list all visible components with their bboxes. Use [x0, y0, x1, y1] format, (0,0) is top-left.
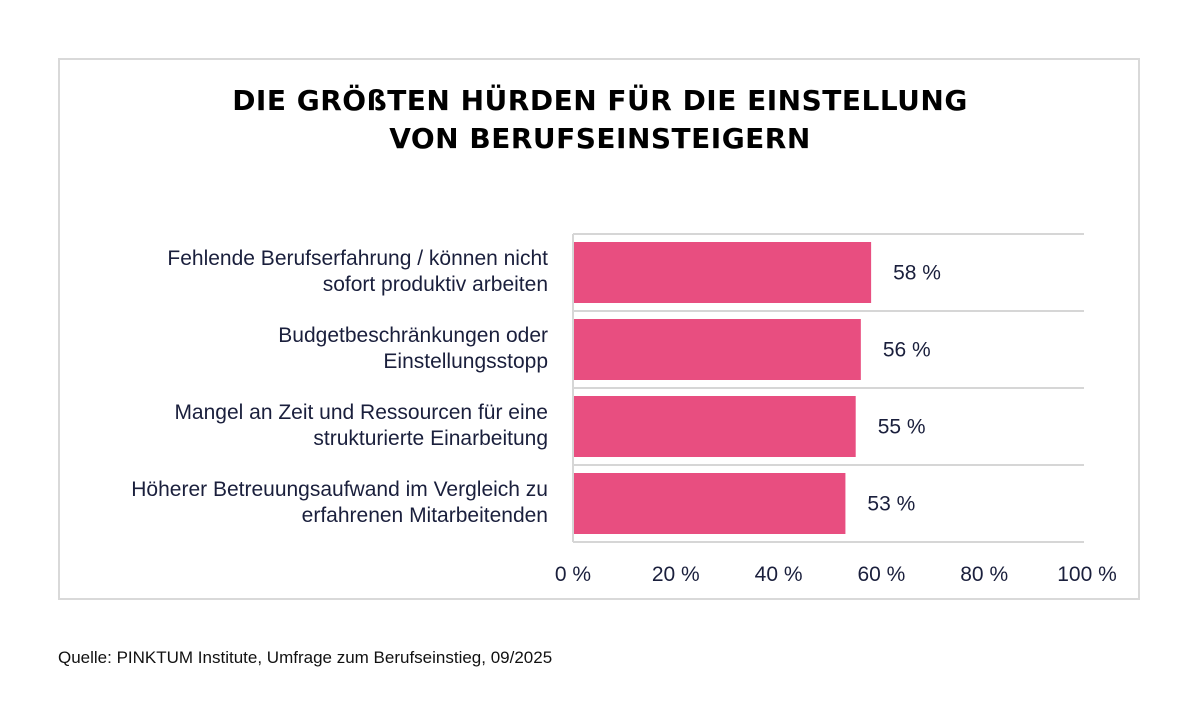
- title-line-1: DIE GRÖßTEN HÜRDEN FÜR DIE EINSTELLUNG: [232, 84, 968, 117]
- bar: [574, 473, 846, 534]
- category-label-line: Mangel an Zeit und Ressourcen für eine: [174, 401, 548, 424]
- value-label: 56 %: [883, 339, 931, 362]
- category-label: Budgetbeschränkungen oder Einstellungssto…: [28, 323, 548, 375]
- bar: [574, 242, 872, 303]
- category-label-line: erfahrenen Mitarbeitenden: [301, 504, 548, 527]
- x-tick-label: 20 %: [652, 563, 700, 586]
- chart-title: DIE GRÖßTEN HÜRDEN FÜR DIE EINSTELLUNG V…: [0, 82, 1200, 158]
- title-line-2: VON BERUFSEINSTEIGERN: [389, 122, 811, 155]
- x-tick-label: 60 %: [857, 563, 905, 586]
- x-tick-label: 0 %: [555, 563, 591, 586]
- x-tick-label: 100 %: [1057, 563, 1117, 586]
- bar: [574, 396, 856, 457]
- chart-frame: [58, 58, 1140, 600]
- category-label: Fehlende Berufserfahrung / können nicht s…: [28, 246, 548, 298]
- category-label-line: Höherer Betreuungsaufwand im Vergleich z…: [131, 478, 548, 501]
- category-label: Mangel an Zeit und Ressourcen für eine st…: [28, 400, 548, 452]
- value-label: 58 %: [893, 262, 941, 285]
- x-tick-label: 80 %: [960, 563, 1008, 586]
- category-label: Höherer Betreuungsaufwand im Vergleich z…: [28, 477, 548, 529]
- category-label-line: strukturierte Einarbeitung: [313, 427, 548, 450]
- source-note: Quelle: PINKTUM Institute, Umfrage zum B…: [58, 648, 553, 667]
- value-label: 53 %: [867, 493, 915, 516]
- category-label-line: sofort produktiv arbeiten: [322, 273, 548, 296]
- value-label: 55 %: [878, 416, 926, 439]
- category-label-line: Budgetbeschränkungen oder: [278, 324, 548, 347]
- category-label-line: Einstellungsstopp: [383, 350, 548, 373]
- x-tick-label: 40 %: [755, 563, 803, 586]
- bar: [574, 319, 861, 380]
- category-label-line: Fehlende Berufserfahrung / können nicht: [167, 247, 548, 270]
